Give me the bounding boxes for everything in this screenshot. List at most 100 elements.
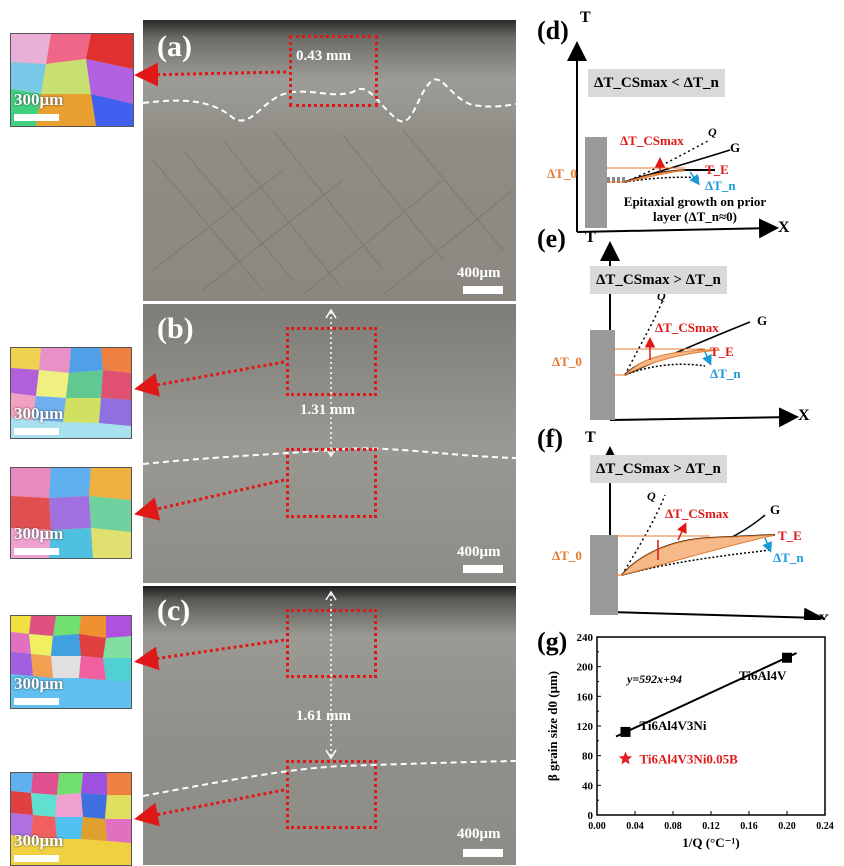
te-f: T_E: [778, 528, 802, 543]
curve-q-d: Q: [708, 125, 717, 139]
melt-pool-boundary-c: [143, 760, 516, 797]
fit-equation: y=592x+94: [625, 672, 682, 686]
x-tick-label: 0.04: [626, 821, 644, 832]
depth-label-b: 1.31 mm: [300, 402, 355, 418]
axis-x-e: X: [798, 407, 810, 424]
ebsd-map-c-lower: 300μm: [10, 772, 132, 866]
scale-label-b: 400μm: [457, 544, 501, 560]
schematic-f: [590, 446, 824, 620]
curve-g-f: G: [770, 502, 780, 517]
point-label-Ti6Al4V: Ti6Al4V: [739, 668, 787, 683]
curve-q-e: Q: [657, 289, 666, 303]
dtn-d: ΔT_n: [705, 178, 736, 193]
ebsd-scale-bar-c-upper: [14, 698, 59, 705]
ebsd-map-a: 300μm: [10, 33, 134, 127]
y-tick-label: 240: [577, 632, 594, 644]
ebsd-scale-bar-a: [14, 114, 59, 121]
y-tick-label: 200: [577, 662, 594, 674]
x-tick-label: 0.12: [702, 821, 720, 832]
axis-t-f: T: [585, 429, 596, 446]
ebsd-scale-bar-b-lower: [14, 548, 59, 555]
panel-label-a: (a): [157, 30, 192, 63]
axis-t-d: T: [580, 9, 591, 26]
ebsd-scale-label-a: 300μm: [14, 90, 64, 109]
scale-label-c: 400μm: [457, 826, 501, 842]
schematic-e: [590, 241, 799, 428]
ebsd-scale-label-b-upper: 300μm: [14, 404, 64, 423]
panel-label-c: (c): [157, 594, 191, 627]
chart-g: 0.00 0.04 0.08 0.12 0.16 0.20 0.24 0 40 80 120 160 2…: [545, 632, 834, 850]
melt-pool-boundary: [143, 78, 516, 123]
dtn-e: ΔT_n: [710, 366, 741, 381]
y-tick-label: 80: [582, 751, 594, 763]
y-tick-label: 40: [582, 780, 594, 792]
axis-t-e: T: [585, 229, 596, 246]
y-tick-label: 120: [577, 721, 594, 733]
panel-label-g: (g): [537, 627, 568, 656]
curve-g-d: G: [730, 140, 740, 155]
scale-bar-c: [463, 849, 503, 857]
condition-e: ΔT_CSmax > ΔT_n: [590, 266, 727, 294]
dtcs-f: ΔT_CSmax: [665, 506, 729, 521]
te-e: T_E: [710, 344, 734, 359]
y-axis-label: β grain size d0 (μm): [545, 671, 560, 781]
axis-x-f: X: [818, 612, 830, 620]
scale-bar-a: [463, 286, 503, 294]
epitaxial-annotation: Epitaxial growth on prior layer (ΔT_n≈0): [623, 194, 767, 224]
point-label-Ti6Al4V3Ni0.05B: Ti6Al4V3Ni0.05B: [640, 752, 739, 767]
roi-box-a: [289, 35, 378, 107]
roi-box-b-upper: [286, 327, 377, 396]
point-Ti6Al4V3Ni0.05B: [618, 751, 633, 765]
panel-label-d: (d): [537, 16, 569, 45]
ebsd-map-b-lower: 300μm: [10, 467, 132, 559]
dtn-f: ΔT_n: [773, 550, 804, 565]
te-d: T_E: [705, 162, 729, 177]
ebsd-map-b-upper: 300μm: [10, 347, 132, 439]
ebsd-map-c-upper: 300μm: [10, 615, 132, 709]
scale-bar-b: [463, 565, 503, 573]
dtcs-e: ΔT_CSmax: [655, 320, 719, 335]
condition-d: ΔT_CSmax < ΔT_n: [588, 69, 725, 97]
point-Ti6Al4V3Ni: [620, 726, 631, 737]
x-tick-label: 0.20: [778, 821, 796, 832]
panel-label-b: (b): [157, 312, 194, 345]
x-axis-label: 1/Q (°C⁻¹): [682, 835, 739, 850]
x-tick-label: 0.24: [816, 821, 834, 832]
y-tick-label: 160: [577, 691, 594, 703]
ebsd-scale-bar-b-upper: [14, 428, 59, 435]
y-tick-label: 0: [588, 810, 594, 822]
roi-box-c-upper: [286, 609, 377, 678]
depth-label-a: 0.43 mm: [296, 48, 351, 64]
x-tick-label: 0.08: [664, 821, 682, 832]
axis-x-d: X: [778, 219, 790, 236]
curve-q-f: Q: [647, 489, 656, 503]
micrograph-a: [143, 20, 516, 301]
point-Ti6Al4V: [782, 652, 792, 663]
ebsd-scale-bar-c-lower: [14, 855, 59, 862]
schematic-d: [567, 41, 779, 239]
scale-label-a: 400μm: [457, 265, 501, 281]
panel-label-f: (f): [537, 424, 563, 453]
micrograph-c: [143, 586, 516, 865]
curve-g-e: G: [757, 313, 767, 328]
fit-line: [615, 652, 797, 738]
dtcs-d: ΔT_CSmax: [620, 133, 684, 148]
dt0-e: ΔT_0: [552, 354, 582, 369]
panel-label-e: (e): [537, 224, 566, 253]
ebsd-scale-label-c-upper: 300μm: [14, 674, 64, 693]
roi-box-b-lower: [286, 448, 377, 518]
dt0-f: ΔT_0: [552, 548, 582, 563]
x-tick-label: 0.00: [588, 821, 606, 832]
x-tick-label: 0.16: [740, 821, 758, 832]
condition-f: ΔT_CSmax > ΔT_n: [590, 455, 727, 483]
point-label-Ti6Al4V3Ni: Ti6Al4V3Ni: [640, 718, 707, 733]
roi-box-c-lower: [286, 760, 377, 829]
depth-label-c: 1.61 mm: [296, 708, 351, 724]
dt0-d: ΔT_0: [547, 166, 577, 181]
micrograph-b: [143, 304, 516, 583]
ebsd-scale-label-c-lower: 300μm: [14, 831, 64, 850]
plot-frame: [596, 636, 826, 816]
ebsd-scale-label-b-lower: 300μm: [14, 524, 64, 543]
schematics: T X Q G T_E ΔT_0 ΔT_CSmax ΔT_n T X Q G T…: [547, 9, 830, 620]
